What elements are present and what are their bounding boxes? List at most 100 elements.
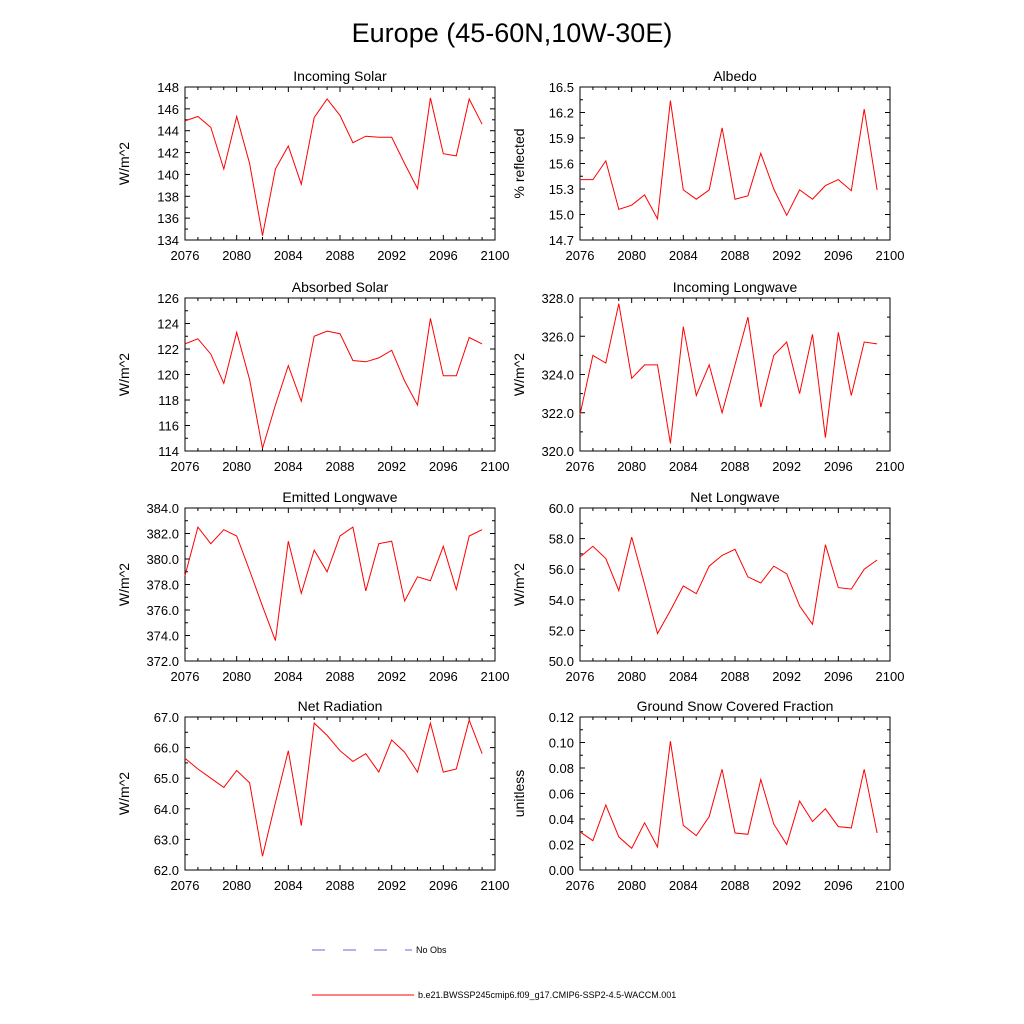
series-line xyxy=(580,100,878,221)
y-tick-label: 378.0 xyxy=(146,578,179,593)
series-line xyxy=(184,525,483,641)
x-tick-label: 2092 xyxy=(772,669,801,684)
y-tick-label: 138 xyxy=(157,189,179,204)
y-tick-label: 118 xyxy=(158,393,179,408)
y-tick-label: 0.00 xyxy=(549,863,574,878)
x-tick-label: 2088 xyxy=(721,878,750,893)
y-tick-label: 384.0 xyxy=(146,501,179,516)
x-tick-label: 2092 xyxy=(377,248,406,263)
x-tick-label: 2100 xyxy=(876,459,905,474)
x-tick-label: 2096 xyxy=(824,248,853,263)
x-tick-label: 2092 xyxy=(377,459,406,474)
x-tick-label: 2092 xyxy=(772,878,801,893)
x-tick-label: 2084 xyxy=(274,878,303,893)
x-tick-label: 2100 xyxy=(481,459,510,474)
x-tick-label: 2088 xyxy=(326,459,355,474)
x-tick-label: 2088 xyxy=(721,669,750,684)
series-line xyxy=(184,318,483,449)
plot-frame xyxy=(184,86,496,241)
x-tick-label: 2084 xyxy=(274,248,303,263)
series-line xyxy=(579,536,878,635)
y-tick-label: 0.06 xyxy=(549,787,574,802)
x-tick-label: 2088 xyxy=(721,459,750,474)
x-tick-label: 2088 xyxy=(326,878,355,893)
legend: No Obs b.e21.BWSSP245cmip6.f09_g17.CMIP6… xyxy=(312,945,676,1000)
y-tick-label: 15.0 xyxy=(549,208,574,223)
x-tick-label: 2096 xyxy=(429,459,458,474)
figure-title: Europe (45-60N,10W-30E) xyxy=(352,18,673,48)
x-tick-label: 2096 xyxy=(824,669,853,684)
y-tick-label: 50.0 xyxy=(549,654,574,669)
x-tick-label: 2080 xyxy=(222,248,251,263)
y-tick-label: 122 xyxy=(157,342,179,357)
x-tick-label: 2084 xyxy=(669,248,698,263)
y-tick-label: 0.04 xyxy=(549,812,574,827)
plot-frame xyxy=(579,86,891,241)
x-tick-label: 2092 xyxy=(772,459,801,474)
x-tick-label: 2096 xyxy=(429,878,458,893)
panel-net-longwave: Net Longwave 2076 2080 2084 2088 2092 2096 2100… xyxy=(511,489,904,684)
y-tick-label: 15.3 xyxy=(549,182,574,197)
y-axis-label: W/m^2 xyxy=(511,353,527,396)
y-tick-label: 140 xyxy=(157,167,179,182)
x-tick-label: 2100 xyxy=(876,669,905,684)
plot-frame xyxy=(579,507,891,662)
y-tick-label: 64.0 xyxy=(154,802,179,817)
y-tick-label: 376.0 xyxy=(146,603,179,618)
y-axis-label: W/m^2 xyxy=(116,142,132,185)
x-tick-label: 2084 xyxy=(669,878,698,893)
y-tick-label: 63.0 xyxy=(154,832,179,847)
x-tick-label: 2100 xyxy=(481,878,510,893)
panel-title: Incoming Longwave xyxy=(673,279,798,295)
y-tick-label: 65.0 xyxy=(154,771,179,786)
y-tick-label: 0.12 xyxy=(549,710,574,725)
panel-title: Albedo xyxy=(713,68,757,84)
y-tick-label: 380.0 xyxy=(146,552,179,567)
panel-title: Absorbed Solar xyxy=(292,279,389,295)
panel-title: Net Radiation xyxy=(298,698,383,714)
y-tick-label: 136 xyxy=(157,211,179,226)
y-tick-label: 15.9 xyxy=(549,131,574,146)
y-axis-label: unitless xyxy=(511,770,527,817)
y-tick-label: 324.0 xyxy=(541,368,574,383)
x-tick-label: 2084 xyxy=(669,669,698,684)
y-tick-label: 116 xyxy=(158,419,179,434)
x-tick-label: 2080 xyxy=(617,459,646,474)
x-tick-label: 2084 xyxy=(274,459,303,474)
y-tick-label: 142 xyxy=(157,146,179,161)
y-tick-label: 148 xyxy=(157,80,179,95)
panel-albedo: Albedo 2076 2080 2084 2088 2092 2096 2100 14.7 15… xyxy=(511,68,904,263)
y-tick-label: 60.0 xyxy=(549,501,574,516)
y-tick-label: 134 xyxy=(157,233,179,248)
x-tick-label: 2076 xyxy=(566,459,595,474)
y-tick-label: 144 xyxy=(157,124,179,139)
series-line xyxy=(184,97,483,236)
y-tick-label: 67.0 xyxy=(154,710,179,725)
series-line xyxy=(579,741,878,850)
y-tick-label: 16.2 xyxy=(549,106,574,121)
x-tick-label: 2088 xyxy=(326,248,355,263)
y-tick-label: 374.0 xyxy=(146,629,179,644)
y-tick-label: 14.7 xyxy=(549,233,574,248)
x-tick-label: 2080 xyxy=(617,248,646,263)
panel-absorbed-solar: Absorbed Solar 2076 2080 2084 2088 2092 2096 21… xyxy=(116,279,509,474)
y-tick-label: 328.0 xyxy=(541,291,574,306)
plot-frame xyxy=(184,716,496,871)
x-tick-label: 2088 xyxy=(721,248,750,263)
panel-incoming-solar: Incoming Solar 2076 2080 2084 2088 2092 2096 21… xyxy=(116,68,509,263)
x-tick-label: 2096 xyxy=(824,878,853,893)
y-axis-label: % reflected xyxy=(511,128,527,198)
plot-frame xyxy=(184,297,496,452)
x-tick-label: 2092 xyxy=(377,669,406,684)
y-tick-label: 372.0 xyxy=(146,654,179,669)
panel-incoming-longwave: Incoming Longwave 2076 2080 2084 2088 2092 209… xyxy=(511,279,904,474)
series-line xyxy=(579,303,878,444)
y-tick-label: 146 xyxy=(157,102,179,117)
legend-model-label: b.e21.BWSSP245cmip6.f09_g17.CMIP6-SSP2-4… xyxy=(418,990,676,1000)
y-tick-label: 0.02 xyxy=(549,838,574,853)
x-tick-label: 2076 xyxy=(171,669,200,684)
x-tick-label: 2092 xyxy=(377,878,406,893)
plot-frame xyxy=(579,716,891,871)
panel-title: Net Longwave xyxy=(690,489,780,505)
